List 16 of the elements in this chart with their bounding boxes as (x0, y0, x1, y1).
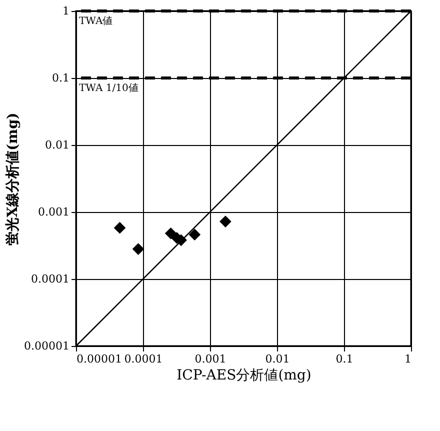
x-tick-label: 0.1 (336, 352, 354, 366)
x-tick-label: 0.00001 (76, 352, 122, 366)
y-tick-label: 1 (62, 4, 70, 18)
y-tick-label: 0.01 (45, 138, 70, 152)
ref-line-label: TWA値 (79, 15, 113, 27)
ref-line-label: TWA 1/10値 (79, 82, 138, 94)
x-tick-label: 0.001 (194, 352, 226, 366)
x-tick-label: 0.0001 (124, 352, 163, 366)
x-tick-label: 0.01 (265, 352, 290, 366)
y-tick-label: 0.00001 (24, 340, 70, 352)
y-tick-label: 0.0001 (31, 272, 70, 286)
y-axis-title: 蛍光X線分析値(mg) (5, 112, 22, 246)
x-tick-label: 1 (404, 352, 412, 366)
y-tick-label: 0.1 (52, 72, 70, 84)
y-tick-label: 0.001 (38, 206, 70, 218)
x-axis-title: ICP-AES分析値(mg) (176, 368, 312, 384)
